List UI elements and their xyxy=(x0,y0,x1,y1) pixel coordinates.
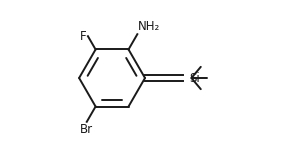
Text: F: F xyxy=(80,30,87,43)
Text: Si: Si xyxy=(189,71,200,85)
Text: Br: Br xyxy=(80,123,93,136)
Text: NH₂: NH₂ xyxy=(138,20,160,33)
